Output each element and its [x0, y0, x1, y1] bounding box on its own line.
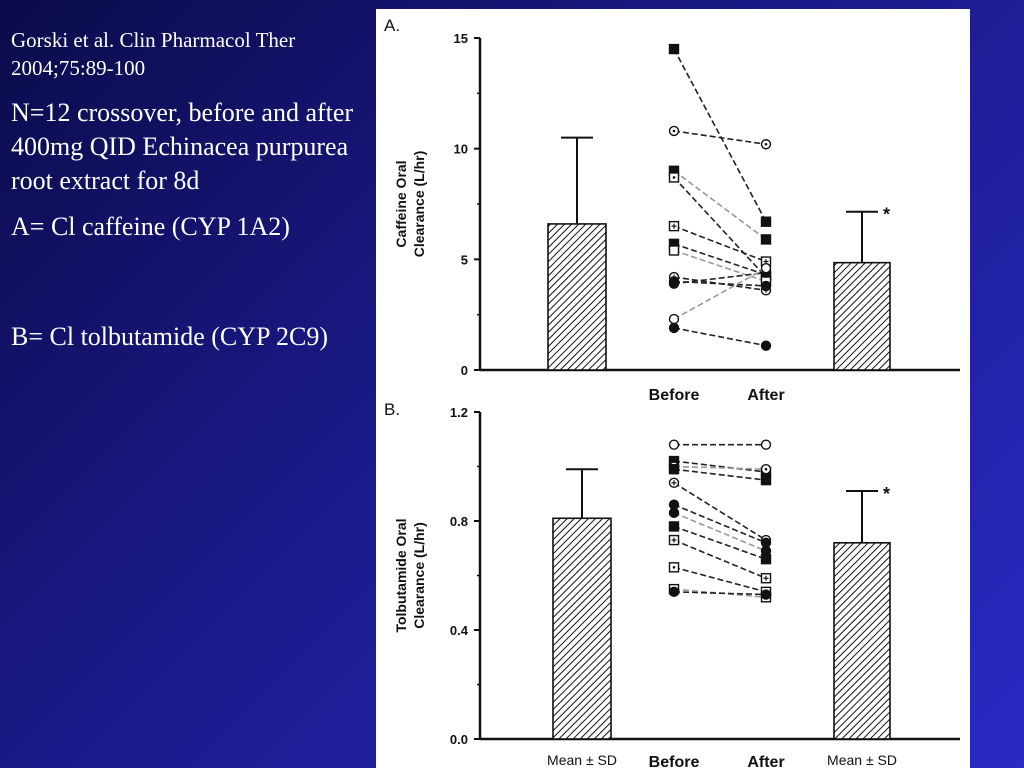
y-tick-label-a-0: 0: [461, 363, 468, 378]
subject-pair-b-4: [668, 477, 772, 546]
before-point-b-0: [668, 439, 680, 450]
subject-pair-b-3: [668, 464, 772, 486]
pair-line-a-1: [673, 130, 767, 146]
pair-line-b-6: [673, 512, 767, 552]
before-point-a-10: [668, 313, 680, 325]
before-point-a-11: [668, 322, 680, 334]
subject-pair-b-2: [668, 461, 772, 475]
x-label-a-0: Before: [649, 387, 700, 404]
after-point-a-1-dot: [764, 142, 768, 146]
subject-pair-a-10: [668, 262, 772, 325]
after-point-a-11: [760, 340, 772, 351]
x-label-b-1: After: [747, 754, 784, 768]
slide-text: Gorski et al. Clin Pharmacol Ther 2004;7…: [11, 26, 361, 366]
y-tick-label-b-2: 0.8: [450, 514, 468, 529]
subject-pair-a-0: [668, 43, 772, 227]
x-label-b-0: Before: [649, 754, 700, 768]
y-axis-label-b-1: Clearance (L/hr): [411, 522, 427, 629]
subject-pair-a-4: [668, 220, 772, 267]
pair-line-a-11: [673, 327, 767, 347]
before-point-b-9-dot: [672, 566, 676, 569]
pair-line-b-1: [673, 460, 767, 473]
pair-line-a-3: [673, 176, 767, 278]
before-point-b-3: [668, 464, 680, 475]
subject-pair-a-11: [668, 322, 772, 351]
pair-line-b-3: [673, 468, 767, 481]
bar-label-b-0: Mean ± SD: [547, 752, 617, 768]
panel-a-description: A= Cl caffeine (CYP 1A2): [11, 212, 290, 241]
pair-line-b-9: [673, 566, 767, 593]
figure: A. 0 5 10 15 Caffeine Oral Clearance (L/hr) * Be…: [376, 9, 970, 768]
after-point-b-3: [760, 474, 772, 486]
before-point-a-6: [668, 245, 680, 256]
pair-line-a-9: [673, 271, 767, 285]
after-point-a-2: [760, 234, 772, 245]
after-point-b-2-dot: [764, 467, 768, 471]
subject-pair-b-9: [668, 562, 772, 598]
before-point-b-11: [668, 586, 680, 598]
y-axis-label-b-0: Tolbutamide Oral: [393, 518, 409, 632]
after-point-a-10: [760, 262, 772, 274]
significance-mark-b: *: [883, 484, 890, 504]
y-tick-label-b-3: 1.2: [450, 405, 468, 420]
after-point-a-0: [760, 216, 772, 227]
subject-pair-b-11: [668, 586, 772, 600]
mean-bar-a-0: [547, 223, 607, 371]
y-axis-label-a-0: Caffeine Oral: [393, 160, 409, 247]
panel-label-b: B.: [384, 400, 400, 419]
pair-line-a-10: [673, 267, 767, 320]
mean-bar-b-0: [552, 517, 612, 740]
subject-pair-b-0: [668, 439, 772, 450]
y-tick-label-a-1: 5: [461, 252, 468, 267]
pair-line-a-2: [673, 170, 767, 241]
subject-pair-a-1: [668, 125, 772, 150]
after-point-b-7: [760, 553, 772, 565]
y-tick-label-a-3: 15: [454, 31, 468, 46]
subject-pair-b-6: [668, 507, 772, 557]
after-point-a-8: [760, 280, 772, 292]
citation: Gorski et al. Clin Pharmacol Ther 2004;7…: [11, 28, 296, 80]
after-point-b-0: [760, 439, 772, 450]
y-tick-label-b-0: 0.0: [450, 732, 468, 747]
subject-pair-b-8: [668, 534, 772, 584]
before-point-a-0: [668, 43, 680, 55]
panel-label-a: A.: [384, 16, 400, 35]
y-tick-label-b-1: 0.4: [450, 623, 469, 638]
pair-line-a-0: [673, 48, 767, 223]
pair-line-b-8: [673, 539, 767, 579]
study-description: N=12 crossover, before and after 400mg Q…: [11, 98, 354, 195]
pair-line-b-4: [673, 482, 767, 541]
subject-pair-b-7: [668, 521, 772, 565]
pair-line-b-2: [673, 465, 767, 471]
subject-pair-a-2: [668, 165, 772, 245]
bar-label-b-1: Mean ± SD: [827, 752, 897, 768]
pair-line-a-8: [673, 280, 767, 287]
pair-line-a-5: [673, 243, 767, 276]
pair-line-b-11: [673, 591, 767, 596]
x-label-a-1: After: [747, 387, 784, 404]
subject-pair-b-5: [668, 499, 772, 548]
before-point-b-6: [668, 507, 680, 519]
y-axis-label-a-1: Clearance (L/hr): [411, 151, 427, 258]
mean-bar-b-1: [833, 541, 891, 740]
pair-line-a-6: [673, 249, 767, 283]
y-tick-label-a-2: 10: [454, 142, 468, 157]
mean-bar-a-1: [833, 261, 891, 371]
before-point-a-1-dot: [672, 129, 676, 133]
significance-mark-a: *: [883, 205, 890, 225]
before-point-a-9: [668, 278, 680, 289]
pair-line-b-5: [673, 503, 767, 544]
before-point-a-3-dot: [672, 176, 676, 179]
after-point-b-11: [760, 589, 772, 600]
panel-b-description: B= Cl tolbutamide (CYP 2C9): [11, 322, 329, 351]
pair-line-a-4: [673, 225, 767, 263]
before-point-b-7: [668, 521, 680, 532]
pair-line-b-7: [673, 525, 767, 560]
